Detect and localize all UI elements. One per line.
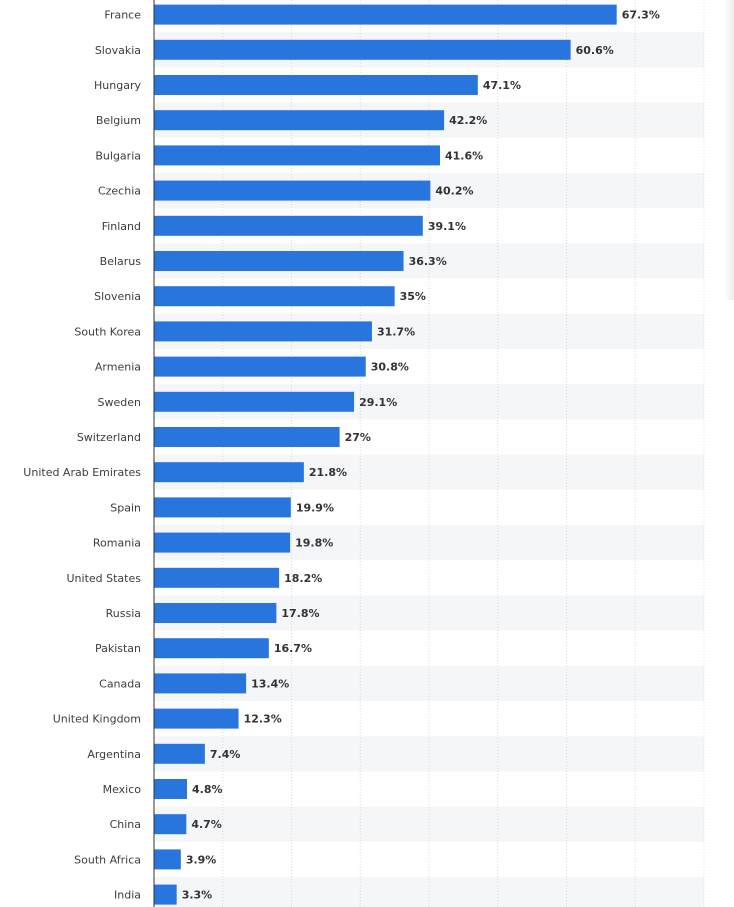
- bar[interactable]: [154, 39, 571, 60]
- category-label: Hungary: [94, 79, 141, 92]
- bar[interactable]: [154, 75, 478, 95]
- bars: [154, 4, 617, 905]
- bar[interactable]: [154, 849, 181, 870]
- bar[interactable]: [154, 743, 205, 764]
- bar[interactable]: [154, 532, 291, 553]
- bar[interactable]: [154, 603, 277, 623]
- data-label: 30.8%: [371, 361, 409, 374]
- data-label: 21.8%: [309, 466, 347, 479]
- category-label: Argentina: [87, 748, 141, 761]
- data-label: 60.6%: [576, 44, 614, 57]
- bar[interactable]: [154, 110, 445, 131]
- category-label: Pakistan: [95, 642, 141, 655]
- category-label: Romania: [93, 537, 141, 550]
- bar[interactable]: [154, 814, 187, 835]
- bar[interactable]: [154, 286, 395, 307]
- bar[interactable]: [154, 779, 187, 799]
- data-label: 42.2%: [449, 114, 487, 127]
- gridlines: [222, 0, 705, 907]
- bar[interactable]: [154, 321, 372, 342]
- category-label: Canada: [99, 677, 141, 690]
- category-label: France: [104, 9, 141, 22]
- data-label: 4.8%: [192, 783, 223, 796]
- category-label: Sweden: [98, 396, 141, 409]
- bar[interactable]: [154, 180, 431, 201]
- bar[interactable]: [154, 427, 340, 447]
- category-label: Bulgaria: [95, 149, 141, 162]
- data-label: 47.1%: [483, 79, 521, 92]
- data-label: 36.3%: [409, 255, 447, 268]
- data-label: 27%: [345, 431, 371, 444]
- category-label: Belarus: [100, 255, 142, 268]
- category-labels: France Slovakia Hungary Belgium Bulgaria Czec…: [23, 9, 141, 902]
- data-label: 18.2%: [284, 572, 322, 585]
- category-label: Spain: [110, 501, 141, 514]
- bar[interactable]: [154, 4, 617, 25]
- data-label: 12.3%: [244, 713, 282, 726]
- bar[interactable]: [154, 497, 291, 518]
- bar[interactable]: [154, 145, 440, 166]
- data-label: 4.7%: [191, 818, 222, 831]
- data-label: 40.2%: [435, 185, 473, 198]
- bar[interactable]: [154, 215, 423, 236]
- data-label: 39.1%: [428, 220, 466, 233]
- category-label: United Kingdom: [53, 713, 141, 726]
- category-label: Slovenia: [94, 290, 141, 303]
- data-label: 3.3%: [182, 889, 213, 902]
- category-label: Czechia: [98, 185, 141, 198]
- category-label: China: [110, 818, 141, 831]
- bar[interactable]: [154, 462, 304, 483]
- category-label: Armenia: [95, 361, 141, 374]
- bar[interactable]: [154, 673, 247, 694]
- category-label: Mexico: [103, 783, 142, 796]
- data-label: 19.8%: [295, 537, 333, 550]
- bar[interactable]: [154, 251, 404, 271]
- category-label: Slovakia: [95, 44, 141, 57]
- row-stripe: [154, 806, 704, 842]
- data-label: 7.4%: [210, 748, 241, 761]
- bar[interactable]: [154, 567, 280, 588]
- category-label: South Korea: [74, 325, 141, 338]
- bar[interactable]: [154, 708, 239, 729]
- bar[interactable]: [154, 884, 177, 905]
- data-label: 17.8%: [281, 607, 319, 620]
- bar[interactable]: [154, 391, 355, 412]
- category-label: India: [114, 889, 141, 902]
- bar[interactable]: [154, 638, 269, 659]
- data-label: 3.9%: [186, 853, 217, 866]
- data-label: 35%: [400, 290, 426, 303]
- data-label: 31.7%: [377, 325, 415, 338]
- category-label: United States: [67, 572, 142, 585]
- category-label: Russia: [106, 607, 141, 620]
- category-label: United Arab Emirates: [23, 466, 141, 479]
- value-labels: 67.3% 60.6% 47.1% 42.2% 41.6% 40.2% 39.1% 36.3%…: [182, 9, 660, 902]
- scroll-edge-shadow: [724, 0, 734, 300]
- data-label: 19.9%: [296, 501, 334, 514]
- data-label: 67.3%: [622, 9, 660, 22]
- category-label: Finland: [102, 220, 141, 233]
- category-label: Switzerland: [77, 431, 141, 444]
- data-label: 13.4%: [251, 677, 289, 690]
- data-label: 16.7%: [274, 642, 312, 655]
- bar[interactable]: [154, 356, 366, 377]
- category-label: Belgium: [96, 114, 141, 127]
- data-label: 29.1%: [359, 396, 397, 409]
- category-label: South Africa: [74, 853, 141, 866]
- data-label: 41.6%: [445, 149, 483, 162]
